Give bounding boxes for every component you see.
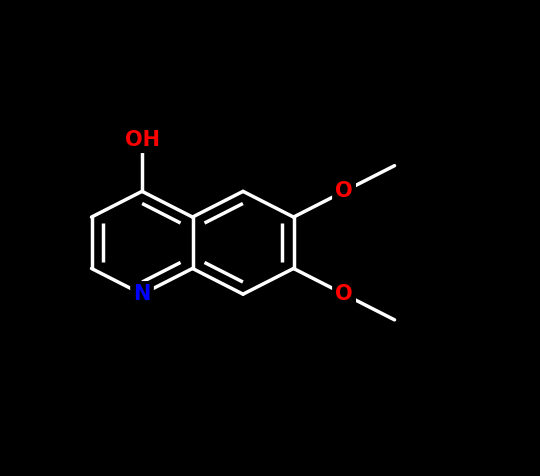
Text: O: O <box>335 181 353 201</box>
Text: O: O <box>335 284 353 304</box>
Text: N: N <box>133 284 151 304</box>
Text: OH: OH <box>125 130 159 150</box>
